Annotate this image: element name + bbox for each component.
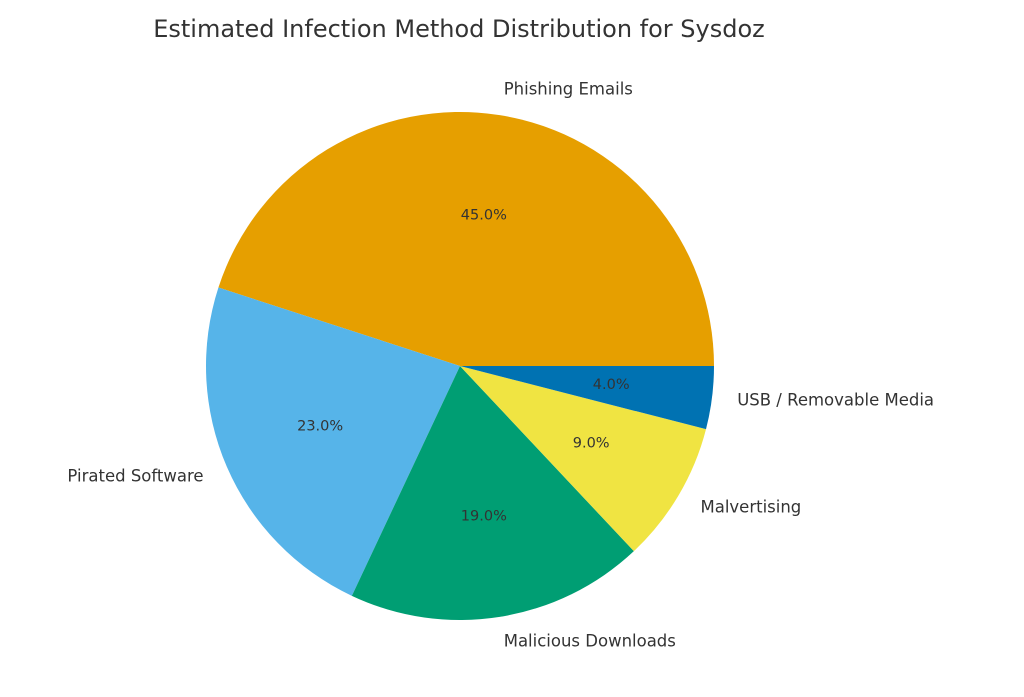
pie-slice-pirated-software xyxy=(205,287,460,596)
slice-label: Phishing Emails xyxy=(504,80,633,99)
pie-slice-malvertising xyxy=(460,366,707,552)
slice-label: Pirated Software xyxy=(67,466,203,485)
slice-percent-label: 9.0% xyxy=(573,436,610,452)
slice-percent-label: 45.0% xyxy=(461,207,507,223)
slice-percent-label: 4.0% xyxy=(593,377,630,393)
pie-slice-malicious-downloads xyxy=(351,366,634,620)
slice-percent-label: 19.0% xyxy=(461,509,507,525)
slice-percent-label: 23.0% xyxy=(297,419,343,435)
slice-label: Malvertising xyxy=(700,498,801,517)
slice-label: USB / Removable Media xyxy=(737,391,934,410)
pie-slice-phishing-emails xyxy=(218,111,714,366)
chart-title: Estimated Infection Method Distribution … xyxy=(153,15,765,43)
slice-label: Malicious Downloads xyxy=(504,631,676,650)
pie-slice-usb-removable-media xyxy=(460,366,714,430)
